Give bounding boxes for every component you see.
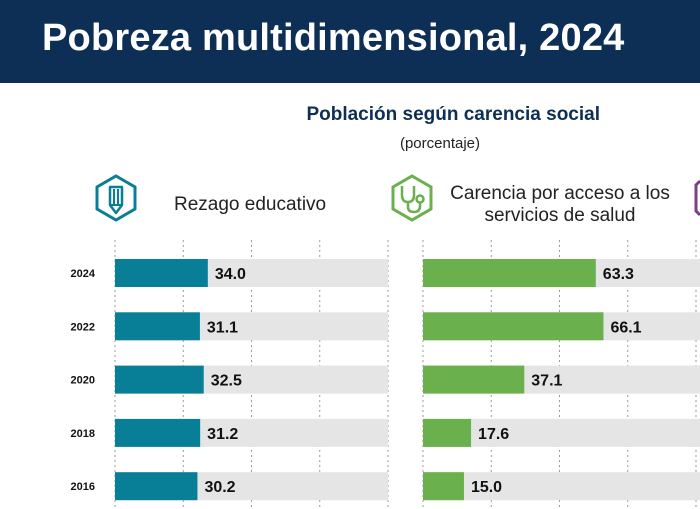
data-label: 31.2 <box>207 426 238 443</box>
pencil-hexagon-icon <box>95 174 137 222</box>
bar <box>115 312 200 341</box>
year-label: 2022 <box>71 321 95 333</box>
bar-track-partial <box>693 312 700 341</box>
bar <box>423 365 525 394</box>
year-label: 2024 <box>71 268 96 280</box>
bar-track <box>423 472 696 501</box>
header-banner: Pobreza multidimensional, 2024 <box>0 0 700 83</box>
bar-track-partial <box>693 418 700 447</box>
panel-title-servicios-salud: Carencia por acceso a los servicios de s… <box>450 183 670 226</box>
bar-track-partial <box>693 472 700 501</box>
unit-label: (porcentaje) <box>399 135 480 152</box>
bar <box>115 472 198 501</box>
bar <box>115 259 208 287</box>
data-label: 31.1 <box>207 319 238 336</box>
data-label: 30.2 <box>204 479 235 496</box>
year-label: 2016 <box>71 481 95 493</box>
bar <box>115 365 204 394</box>
bar-track-partial <box>693 259 700 287</box>
data-label: 34.0 <box>215 266 246 283</box>
page-title: Pobreza multidimensional, 2024 <box>42 17 625 59</box>
panel-title-rezago-educativo: Rezago educativo <box>174 194 327 215</box>
data-label: 17.6 <box>478 426 509 443</box>
stethoscope-hexagon-icon <box>391 174 433 222</box>
bar <box>423 418 472 447</box>
bar <box>423 312 604 341</box>
bar <box>423 259 596 287</box>
data-label: 32.5 <box>211 373 242 390</box>
bar-track-partial <box>693 365 700 394</box>
bar <box>115 418 201 447</box>
data-label: 37.1 <box>531 373 562 390</box>
data-label: 15.0 <box>471 479 502 496</box>
third-panel-icon-partial <box>694 179 700 217</box>
year-label: 2020 <box>71 375 95 387</box>
data-label: 66.1 <box>610 319 641 336</box>
chart-subtitle: Población según carencia social <box>306 104 600 125</box>
data-label: 63.3 <box>603 266 634 283</box>
year-label: 2018 <box>71 428 95 440</box>
bar <box>423 472 464 501</box>
